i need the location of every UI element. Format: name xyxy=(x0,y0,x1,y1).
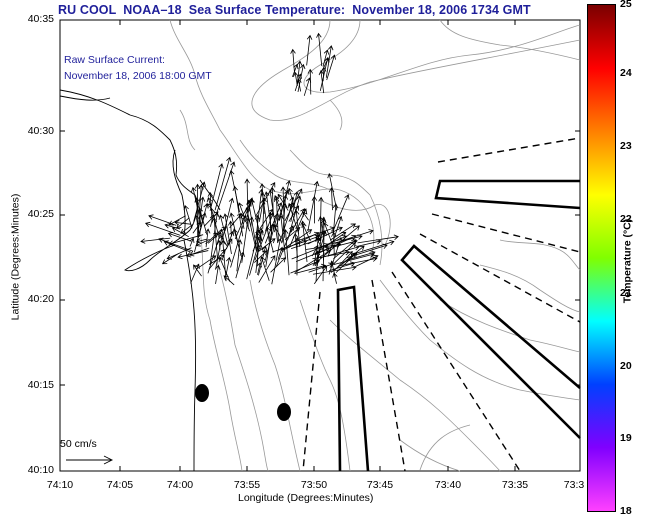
temperature-colorbar xyxy=(587,4,616,512)
y-tick-label: 40:35 xyxy=(27,13,54,25)
scale-label: 50 cm/s xyxy=(60,438,97,450)
y-tick-label: 40:20 xyxy=(27,293,54,305)
colorbar-tick: 18 xyxy=(620,505,632,517)
colorbar-tick: 21 xyxy=(620,287,632,299)
colorbar-tick: 24 xyxy=(620,67,632,79)
y-tick-label: 40:25 xyxy=(27,208,54,220)
colorbar-tick: 19 xyxy=(620,432,632,444)
y-tick-label: 40:10 xyxy=(27,464,54,476)
colorbar-tick: 22 xyxy=(620,213,632,225)
shipping-lanes xyxy=(336,179,581,472)
y-axis-label: Latitude (Degrees:Minutes) xyxy=(9,193,22,321)
x-tick-label: 73:50 xyxy=(300,479,328,491)
buoy-marker xyxy=(277,403,291,421)
surface-current-vectors xyxy=(140,32,399,286)
colorbar-label: Temperature (°C) xyxy=(621,218,634,304)
x-tick-label: 74:00 xyxy=(166,479,194,491)
colorbar-tick: 23 xyxy=(620,140,632,152)
y-tick-label: 40:15 xyxy=(27,379,54,391)
lane-boundaries xyxy=(302,137,581,472)
buoy-marker xyxy=(195,384,209,402)
current-label: Raw Surface Current: xyxy=(64,54,165,66)
colorbar-tick: 20 xyxy=(620,360,632,372)
x-tick-label: 74:05 xyxy=(106,479,134,491)
x-tick-label: 73:35 xyxy=(501,479,529,491)
current-time: November 18, 2006 18:00 GMT xyxy=(64,70,212,82)
x-tick-label: 73:45 xyxy=(366,479,394,491)
x-tick-label: 74:10 xyxy=(46,479,74,491)
y-tick-label: 40:30 xyxy=(27,125,54,137)
x-tick-label: 73:3 xyxy=(563,479,585,491)
map-title: RU COOL NOAA–18 Sea Surface Temperature:… xyxy=(58,3,531,17)
x-axis-label: Longitude (Degrees:Minutes) xyxy=(238,492,374,504)
colorbar-tick: 25 xyxy=(620,0,632,10)
x-tick-label: 73:55 xyxy=(233,479,261,491)
coastline xyxy=(59,89,221,472)
scale-arrow xyxy=(66,455,114,465)
tick-marks xyxy=(59,19,581,472)
x-tick-label: 73:40 xyxy=(434,479,462,491)
